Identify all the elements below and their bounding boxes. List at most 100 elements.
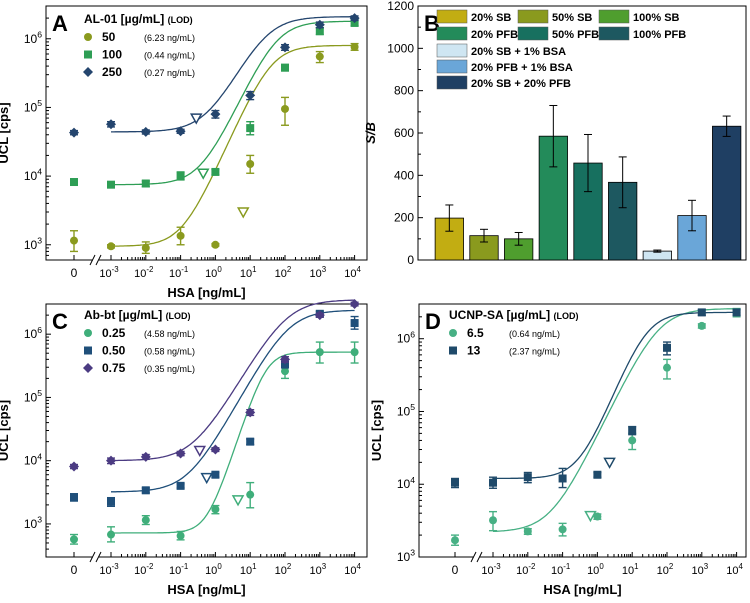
x-tick-label: 104 — [344, 562, 361, 577]
fit-curve — [111, 309, 355, 493]
plot-frame — [45, 5, 368, 261]
data-point — [697, 308, 706, 317]
data-point — [523, 473, 532, 482]
x-tick-label: 10-3 — [99, 562, 119, 577]
data-point — [210, 444, 221, 455]
data-point-zero — [70, 236, 78, 245]
series-13 — [451, 308, 741, 489]
data-point — [107, 242, 115, 251]
y-tick-label: 103 — [24, 515, 42, 531]
x-tick-label-zero: 0 — [71, 266, 78, 280]
y-tick-label: 105 — [24, 388, 42, 404]
legend-lod: (0.27 ng/mL) — [144, 68, 195, 78]
plot-frame — [418, 303, 747, 558]
legend-label: 50 — [102, 30, 116, 44]
data-point — [315, 52, 324, 61]
legend-lod: (6.23 ng/mL) — [144, 33, 195, 43]
data-point — [175, 126, 186, 137]
data-point — [697, 321, 706, 330]
x-tick-label: 102 — [275, 265, 292, 280]
legend-label: 13 — [467, 344, 481, 358]
x-tick-label: 10-1 — [551, 562, 571, 577]
data-point — [106, 119, 116, 130]
data-point — [349, 299, 360, 309]
data-point — [176, 231, 185, 240]
series-50 — [70, 42, 359, 255]
y-axis-title: UCL [cps] — [0, 102, 11, 163]
data-point — [141, 243, 150, 252]
legend-marker — [449, 329, 457, 337]
data-point — [246, 437, 255, 446]
x-tick-label: 101 — [240, 265, 257, 280]
x-tick-label: 103 — [691, 562, 708, 577]
legend-lod: (0.35 ng/mL) — [144, 364, 195, 374]
data-point — [141, 486, 150, 495]
y-tick-label: 1000 — [387, 41, 414, 55]
axis-break-gap — [93, 254, 99, 266]
legend-label: 6.5 — [467, 326, 484, 340]
panel-letter: B — [424, 11, 440, 36]
legend-label: 0.75 — [102, 361, 126, 375]
x-tick-label: 10-1 — [169, 562, 189, 577]
fit-curve — [111, 20, 355, 186]
data-point-zero — [69, 127, 79, 138]
legend-swatch — [598, 26, 630, 41]
panel-letter: D — [425, 309, 441, 334]
data-point — [349, 13, 360, 24]
x-tick-label: 101 — [240, 562, 257, 577]
x-tick-label-zero: 0 — [452, 563, 459, 577]
data-point — [211, 167, 220, 176]
legend-label: 20% SB — [471, 12, 511, 24]
legend-swatch — [436, 59, 468, 74]
data-point — [246, 160, 255, 169]
axis-break-mark — [95, 254, 102, 266]
y-tick-label: 103 — [397, 548, 415, 564]
y-tick-label: 0 — [407, 253, 414, 267]
lod-marker — [603, 457, 616, 469]
y-tick-label: 400 — [394, 168, 414, 182]
fit-curve — [111, 351, 355, 534]
legend-title: Ab-bt [µg/mL] (LOD) — [84, 308, 191, 322]
fit-curve — [111, 299, 355, 462]
data-point-zero — [451, 478, 459, 487]
x-tick-label: 100 — [205, 265, 222, 280]
y-tick-label: 104 — [24, 167, 42, 183]
y-tick-label: 106 — [24, 29, 42, 45]
legend-marker — [84, 329, 92, 337]
legend-swatch — [436, 9, 468, 24]
series-100 — [70, 18, 359, 189]
lod-marker — [231, 495, 245, 507]
fit-curve — [493, 308, 737, 533]
y-tick-label: 106 — [397, 329, 415, 345]
legend-title: AL-01 [µg/mL] (LOD) — [84, 12, 193, 26]
panel-D: 103 104 105 106 0 10-3 10-2 10-1 100 101 102 103 104… — [369, 303, 747, 597]
data-point — [141, 516, 150, 525]
data-point — [732, 308, 741, 317]
y-tick-label: 600 — [394, 126, 414, 140]
data-point — [107, 180, 115, 189]
legend-label: 50% SB — [552, 12, 592, 24]
data-point — [245, 90, 256, 101]
legend-lod: (0.58 ng/mL) — [144, 347, 195, 357]
data-point — [246, 490, 255, 499]
x-tick-label-zero: 0 — [71, 563, 78, 577]
y-tick-label: 104 — [24, 451, 42, 467]
series-0.75 — [69, 299, 360, 472]
x-tick-label: 102 — [275, 562, 292, 577]
legend-label: 100% SB — [633, 12, 680, 24]
legend-swatch — [436, 75, 468, 90]
data-point-zero — [69, 461, 79, 472]
data-point — [558, 525, 567, 534]
legend-lod: (0.64 ng/mL) — [509, 329, 560, 339]
data-point-zero — [70, 535, 78, 544]
data-point — [350, 348, 359, 357]
legend-swatch — [436, 26, 468, 41]
legend-swatch — [517, 26, 549, 41]
lod-marker — [236, 207, 250, 219]
legend-label: 20% SB + 20% PFB — [471, 78, 571, 90]
legend-label: 20% SB + 1% BSA — [471, 46, 566, 58]
data-point — [314, 19, 325, 30]
x-tick-label: 101 — [622, 562, 639, 577]
x-tick-label: 103 — [309, 265, 326, 280]
x-tick-label: 100 — [205, 562, 222, 577]
